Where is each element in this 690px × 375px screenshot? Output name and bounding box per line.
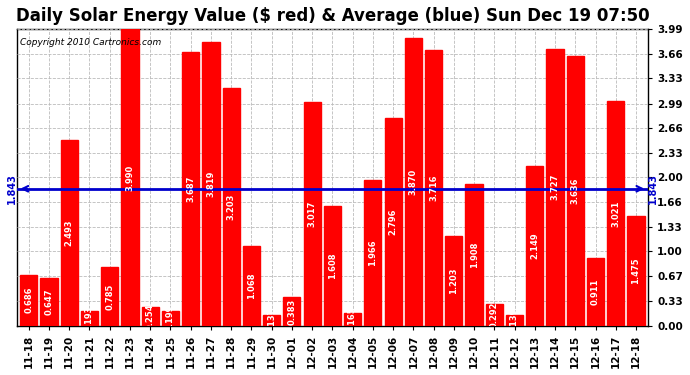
Text: 3.021: 3.021 bbox=[611, 200, 620, 227]
Bar bbox=[506, 315, 523, 326]
Text: 3.990: 3.990 bbox=[126, 164, 135, 190]
Text: 0.292: 0.292 bbox=[490, 302, 499, 328]
Bar bbox=[81, 311, 98, 326]
Bar bbox=[466, 184, 483, 326]
Bar bbox=[405, 38, 422, 326]
Bar bbox=[364, 180, 382, 326]
Text: 1.475: 1.475 bbox=[631, 258, 640, 284]
Text: 1.068: 1.068 bbox=[247, 273, 256, 299]
Text: 2.796: 2.796 bbox=[388, 209, 397, 235]
Text: Copyright 2010 Cartronics.com: Copyright 2010 Cartronics.com bbox=[20, 38, 161, 47]
Bar bbox=[121, 29, 139, 326]
Bar bbox=[445, 236, 462, 326]
Text: 3.687: 3.687 bbox=[186, 176, 195, 202]
Bar bbox=[627, 216, 644, 326]
Text: 3.727: 3.727 bbox=[551, 174, 560, 200]
Text: 3.636: 3.636 bbox=[571, 177, 580, 204]
Bar bbox=[304, 102, 321, 326]
Text: 1.843: 1.843 bbox=[7, 173, 17, 204]
Text: 2.493: 2.493 bbox=[65, 220, 74, 246]
Bar bbox=[425, 50, 442, 326]
Bar bbox=[284, 297, 301, 326]
Text: 1.203: 1.203 bbox=[449, 268, 458, 294]
Text: 0.383: 0.383 bbox=[288, 298, 297, 324]
Text: 0.785: 0.785 bbox=[105, 283, 115, 310]
Text: 1.908: 1.908 bbox=[470, 242, 479, 268]
Text: 1.608: 1.608 bbox=[328, 253, 337, 279]
Text: 3.819: 3.819 bbox=[206, 171, 215, 197]
Bar bbox=[61, 141, 78, 326]
Bar bbox=[20, 275, 37, 326]
Text: 1.966: 1.966 bbox=[368, 239, 377, 266]
Bar bbox=[486, 304, 503, 326]
Title: Daily Solar Energy Value ($ red) & Average (blue) Sun Dec 19 07:50: Daily Solar Energy Value ($ red) & Avera… bbox=[16, 7, 649, 25]
Text: 3.870: 3.870 bbox=[409, 169, 418, 195]
Bar bbox=[324, 206, 341, 326]
Bar bbox=[182, 52, 199, 326]
Text: 3.716: 3.716 bbox=[429, 174, 438, 201]
Bar bbox=[344, 314, 362, 326]
Text: 0.165: 0.165 bbox=[348, 306, 357, 333]
Bar bbox=[141, 307, 159, 326]
Text: 0.199: 0.199 bbox=[166, 305, 175, 332]
Text: 1.843: 1.843 bbox=[648, 173, 658, 204]
Text: 0.139: 0.139 bbox=[510, 307, 519, 334]
Bar bbox=[223, 88, 239, 326]
Bar bbox=[263, 315, 280, 326]
Bar bbox=[101, 267, 118, 326]
Text: 0.647: 0.647 bbox=[44, 288, 54, 315]
Bar bbox=[202, 42, 219, 326]
Bar bbox=[526, 166, 544, 326]
Text: 0.193: 0.193 bbox=[85, 305, 94, 332]
Text: 3.017: 3.017 bbox=[308, 200, 317, 227]
Bar bbox=[607, 101, 624, 326]
Text: 0.137: 0.137 bbox=[267, 308, 276, 334]
Text: 3.203: 3.203 bbox=[227, 194, 236, 220]
Text: 0.911: 0.911 bbox=[591, 279, 600, 305]
Bar bbox=[566, 56, 584, 326]
Bar bbox=[243, 246, 260, 326]
Bar bbox=[162, 311, 179, 326]
Bar bbox=[587, 258, 604, 326]
Text: 0.686: 0.686 bbox=[24, 287, 33, 314]
Bar bbox=[546, 49, 564, 326]
Text: 0.254: 0.254 bbox=[146, 303, 155, 330]
Bar bbox=[41, 278, 57, 326]
Bar bbox=[384, 118, 402, 326]
Text: 2.149: 2.149 bbox=[531, 232, 540, 259]
